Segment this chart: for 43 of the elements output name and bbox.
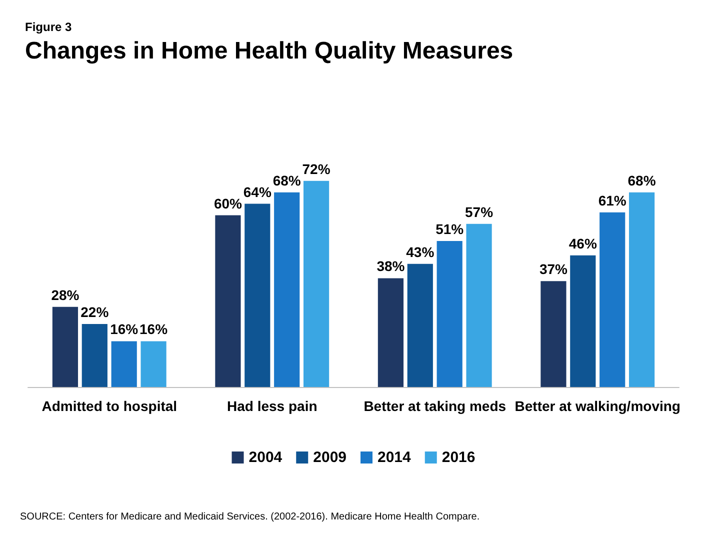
bar — [111, 341, 137, 387]
bar — [274, 192, 300, 387]
data-label: 37% — [539, 261, 568, 278]
data-label: 61% — [598, 192, 627, 208]
data-label: 46% — [568, 235, 598, 252]
data-label: 43% — [406, 244, 435, 260]
data-label: 28% — [51, 286, 80, 303]
x-tick-label: Admitted to hospital — [42, 398, 178, 414]
source-note: SOURCE: Centers for Medicare and Medicaid Services. (2002-2016). Medicare Home Health Compare. — [20, 512, 480, 522]
bar — [244, 204, 270, 387]
legend-label: 2004 — [248, 449, 283, 466]
chart-title: Changes in Home Health Quality Measures — [25, 38, 514, 64]
legend-label: 2014 — [378, 449, 412, 466]
bar — [215, 215, 241, 387]
chart-subtitle: Figure 3 — [25, 20, 72, 34]
data-label: 16% — [110, 321, 139, 338]
bar — [52, 306, 78, 387]
bar — [140, 341, 166, 387]
data-label: 38% — [376, 258, 406, 274]
data-label: 60% — [214, 195, 243, 212]
legend-label: 2009 — [313, 449, 347, 466]
data-label: 51% — [436, 221, 464, 238]
bar — [303, 180, 330, 387]
bar — [628, 192, 655, 387]
bar — [466, 224, 492, 387]
bar — [407, 264, 433, 387]
data-label: 64% — [243, 184, 272, 200]
data-label: 57% — [465, 204, 494, 220]
x-tick-label: Better at walking/moving — [514, 398, 680, 414]
legend-label: 2016 — [442, 449, 476, 466]
bar — [82, 324, 108, 387]
data-label: 68% — [272, 172, 302, 188]
bar — [540, 281, 566, 387]
bar — [570, 255, 596, 387]
bar — [600, 212, 626, 387]
bar — [378, 278, 404, 387]
x-tick-label: Had less pain — [226, 398, 318, 414]
data-label: 22% — [80, 304, 110, 320]
data-label: 68% — [628, 172, 656, 188]
data-label: 16% — [140, 321, 168, 338]
bar — [436, 241, 462, 387]
x-tick-label: Better at taking meds — [364, 398, 506, 414]
data-label: 72% — [302, 160, 331, 177]
